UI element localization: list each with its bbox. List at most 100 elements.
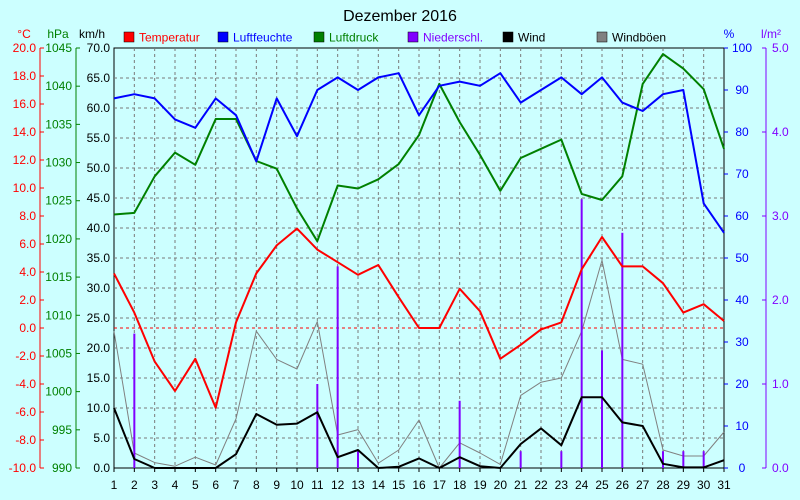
hum-tick-label: 40 xyxy=(735,293,749,307)
legend-label: Niederschl. xyxy=(423,31,483,45)
wind-tick-label: 55.0 xyxy=(87,131,111,145)
x-tick-label: 15 xyxy=(392,478,406,492)
x-tick-label: 27 xyxy=(636,478,650,492)
press-tick-label: 1035 xyxy=(45,117,72,131)
x-tick-label: 20 xyxy=(494,478,508,492)
temp-tick-label: 18.0 xyxy=(13,69,37,83)
wind-tick-label: 40.0 xyxy=(87,221,111,235)
x-tick-label: 21 xyxy=(514,478,528,492)
x-tick-label: 2 xyxy=(131,478,138,492)
precip-bar xyxy=(336,266,339,468)
series-line xyxy=(113,72,725,234)
precip-bar xyxy=(662,451,664,468)
wind-tick-label: 25.0 xyxy=(87,311,111,325)
hum-tick-label: 80 xyxy=(735,125,749,139)
wind-tick-label: 15.0 xyxy=(87,371,111,385)
legend-item: Niederschl. xyxy=(407,31,483,45)
hum-tick-label: 70 xyxy=(735,167,749,181)
x-tick-label: 13 xyxy=(351,478,365,492)
x-tick-label: 11 xyxy=(311,478,324,492)
wind-tick-label: 0.0 xyxy=(93,461,110,475)
legend-item: Wind xyxy=(502,31,545,45)
legend-item: Luftfeuchte xyxy=(217,31,293,45)
precip-bar xyxy=(133,333,136,468)
x-tick-label: 12 xyxy=(331,478,345,492)
press-tick-label: 1010 xyxy=(45,308,72,322)
series-wind xyxy=(113,396,725,469)
x-tick-label: 7 xyxy=(233,478,240,492)
x-tick-label: 28 xyxy=(656,478,670,492)
press-tick-label: 1030 xyxy=(45,156,72,170)
precip-tick-label: 0.0 xyxy=(772,461,789,475)
hum-tick-label: 50 xyxy=(735,251,749,265)
x-tick-label: 4 xyxy=(172,478,179,492)
series-line xyxy=(113,396,725,469)
precip-bar xyxy=(601,350,603,468)
chart-legend: Temperatur Luftfeuchte Luftdruck Niederschl… xyxy=(123,31,666,45)
x-tick-label: 17 xyxy=(433,478,447,492)
precip-tick-label: 5.0 xyxy=(772,41,789,55)
precip-bar xyxy=(702,451,705,468)
press-tick-label: 1020 xyxy=(45,232,72,246)
x-tick-label: 14 xyxy=(372,478,386,492)
legend-swatch xyxy=(313,31,325,43)
legend-label: Wind xyxy=(518,31,545,45)
temp-tick-label: -6.0 xyxy=(15,405,36,419)
grid-lines xyxy=(114,48,724,468)
wind-tick-label: 20.0 xyxy=(87,341,111,355)
temp-tick-label: 14.0 xyxy=(13,125,37,139)
legend-item: Temperatur xyxy=(123,31,200,45)
wind-tick-label: 35.0 xyxy=(87,251,111,265)
x-tick-label: 18 xyxy=(453,478,467,492)
temp-tick-label: -8.0 xyxy=(15,433,36,447)
temp-tick-label: 20.0 xyxy=(13,41,37,55)
wind-tick-label: 50.0 xyxy=(87,161,111,175)
press-tick-label: 1000 xyxy=(45,385,72,399)
precip-bar xyxy=(580,199,583,468)
precip-bar xyxy=(621,232,624,468)
hum-tick-label: 0 xyxy=(739,461,746,475)
series-luftdruck xyxy=(113,53,725,243)
precip-tick-label: 3.0 xyxy=(772,209,789,223)
legend-label: Luftdruck xyxy=(329,31,379,45)
press-unit-label: hPa xyxy=(47,27,69,41)
wind-unit-label: km/h xyxy=(79,27,105,41)
x-tick-label: 9 xyxy=(273,478,280,492)
x-tick-label: 25 xyxy=(595,478,609,492)
legend-swatch xyxy=(596,31,608,43)
precip-tick-label: 4.0 xyxy=(772,125,789,139)
legend-label: Luftfeuchte xyxy=(233,31,293,45)
axes: 1 2 3 4 5 6 7 8 9 10 11 12 13 14 15 16 17 18 19 20 21 22 23 24 2… xyxy=(9,27,789,492)
press-tick-label: 1025 xyxy=(45,194,72,208)
x-tick-label: 22 xyxy=(534,478,548,492)
temp-tick-label: -10.0 xyxy=(9,461,37,475)
x-tick-label: 24 xyxy=(575,478,589,492)
precip-bar xyxy=(458,400,461,468)
temp-tick-label: 6.0 xyxy=(19,237,36,251)
x-tick-label: 26 xyxy=(616,478,630,492)
x-tick-label: 8 xyxy=(253,478,260,492)
precip-tick-label: 1.0 xyxy=(772,377,789,391)
legend-swatch xyxy=(502,31,514,43)
x-tick-label: 6 xyxy=(212,478,219,492)
legend-swatch xyxy=(123,31,135,43)
legend-swatch xyxy=(217,31,229,43)
hum-tick-label: 20 xyxy=(735,377,749,391)
temp-tick-label: -2.0 xyxy=(15,349,36,363)
x-tick-label: 19 xyxy=(473,478,487,492)
precip-bar xyxy=(519,451,522,468)
temp-tick-label: 16.0 xyxy=(13,97,37,111)
chart-title: Dezember 2016 xyxy=(343,8,457,25)
press-tick-label: 990 xyxy=(52,461,72,475)
temp-tick-label: 8.0 xyxy=(19,209,36,223)
x-tick-label: 16 xyxy=(412,478,426,492)
series-niederschl- xyxy=(133,199,705,468)
wind-tick-label: 70.0 xyxy=(87,41,111,55)
precip-unit-label: l/m² xyxy=(761,27,781,41)
x-tick-label: 23 xyxy=(555,478,569,492)
wind-tick-label: 45.0 xyxy=(87,191,111,205)
precip-tick-label: 2.0 xyxy=(772,293,789,307)
hum-unit-label: % xyxy=(724,27,735,41)
temp-tick-label: 4.0 xyxy=(19,265,36,279)
